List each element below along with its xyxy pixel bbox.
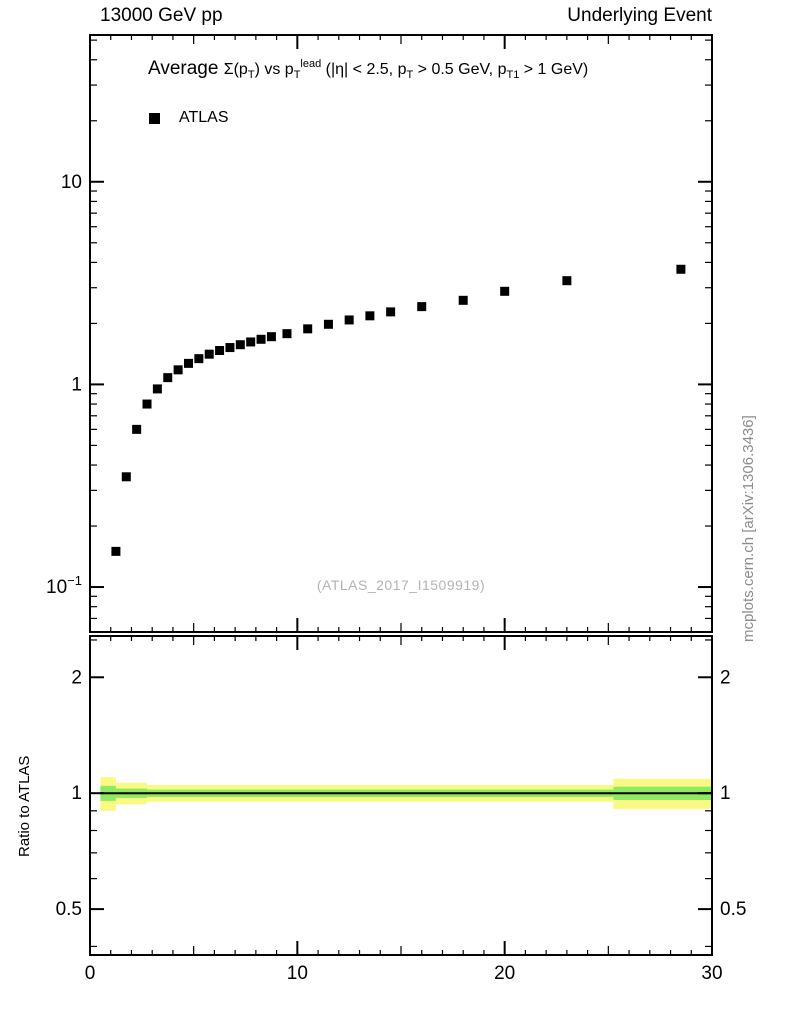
data-point	[365, 311, 375, 321]
data-point	[163, 373, 173, 383]
data-point	[266, 332, 276, 342]
data-point	[132, 424, 142, 434]
title-segment: T	[406, 69, 414, 81]
data-point	[183, 358, 193, 368]
legend-label-atlas: ATLAS	[179, 109, 229, 126]
data-point	[386, 307, 396, 317]
data-point	[142, 399, 152, 409]
data-point	[562, 276, 572, 286]
data-point	[500, 286, 510, 296]
y-tick-label: 10	[61, 172, 82, 193]
ratio-y-tick-label-right: 0.5	[720, 899, 746, 920]
data-point	[194, 354, 204, 364]
title-segment: T	[293, 69, 301, 81]
data-point	[676, 264, 686, 274]
x-tick-label: 30	[701, 963, 722, 984]
mcplots-watermark: mcplots.cern.ch [arXiv:1306.3436]	[740, 415, 757, 642]
data-point	[152, 384, 162, 394]
ratio-y-tick-label-right: 1	[720, 783, 731, 804]
x-tick-label: 0	[85, 963, 96, 984]
analysis-id-annotation: (ATLAS_2017_I1509919)	[316, 577, 486, 593]
title-segment: ) vs p	[254, 61, 294, 78]
data-point	[215, 346, 225, 356]
beam-energy-label: 13000 GeV pp	[100, 5, 223, 26]
ratio-y-tick-label-right: 2	[720, 667, 731, 688]
data-point	[458, 295, 468, 305]
title-segment: T	[247, 69, 255, 81]
ratio-y-tick-label-left: 1	[71, 783, 82, 804]
data-point	[323, 319, 333, 329]
y-tick-label: 10−1	[46, 573, 82, 598]
data-point	[204, 349, 214, 359]
title-segment: Σ(p	[223, 61, 248, 78]
title-segment: lead	[300, 58, 322, 70]
data-point	[121, 472, 131, 482]
data-point	[225, 343, 235, 353]
analysis-type-label: Underlying Event	[567, 5, 712, 26]
title-segment: > 0.5 GeV, p	[413, 61, 507, 78]
y-tick-label: 1	[71, 374, 82, 395]
data-point	[235, 340, 245, 350]
ratio-y-tick-label-left: 2	[71, 667, 82, 688]
square-marker-icon	[149, 112, 160, 124]
ratio-axis-label: Ratio to ATLAS	[16, 755, 33, 857]
data-point	[417, 302, 427, 312]
data-point	[344, 315, 354, 325]
plot-title: Average Σ(pT) vs pTlead (|η| < 2.5, pT >…	[148, 58, 718, 81]
x-tick-label: 20	[494, 963, 515, 984]
data-point	[246, 337, 256, 347]
data-point	[256, 334, 266, 344]
data-point	[303, 324, 313, 334]
title-segment: (|η| < 2.5, p	[321, 61, 407, 78]
data-point	[173, 365, 183, 375]
title-segment: T1	[506, 69, 520, 81]
ratio-y-tick-label-left: 0.5	[56, 899, 82, 920]
title-segment: > 1 GeV)	[519, 61, 589, 78]
data-point	[282, 329, 292, 339]
title-segment: Average	[148, 58, 224, 79]
data-point	[111, 546, 121, 556]
legend: ATLAS	[149, 109, 229, 127]
x-tick-label: 10	[287, 963, 308, 984]
